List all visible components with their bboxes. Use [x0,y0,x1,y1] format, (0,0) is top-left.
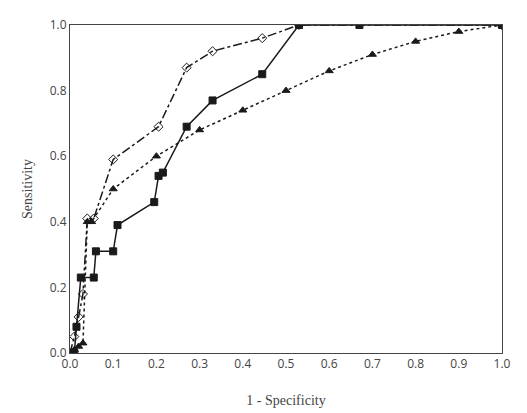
svg-text:0.6: 0.6 [50,147,67,164]
svg-text:1.0: 1.0 [494,355,511,372]
svg-text:0.4: 0.4 [50,213,67,230]
svg-text:0.1: 0.1 [105,355,122,372]
svg-text:1 - Specificity: 1 - Specificity [246,393,325,408]
svg-text:0.0: 0.0 [50,344,67,361]
svg-text:0.7: 0.7 [364,355,381,372]
svg-text:0.4: 0.4 [234,355,251,372]
svg-text:0.0: 0.0 [62,355,79,372]
svg-text:0.9: 0.9 [450,355,467,372]
svg-text:0.2: 0.2 [50,279,67,296]
svg-text:0.8: 0.8 [407,355,424,372]
svg-text:Sensitivity: Sensitivity [20,159,35,219]
svg-text:0.8: 0.8 [50,82,67,99]
svg-text:0.3: 0.3 [191,355,208,372]
svg-text:0.2: 0.2 [148,355,165,372]
svg-text:0.6: 0.6 [321,355,338,372]
svg-text:1.0: 1.0 [50,16,67,33]
svg-text:0.5: 0.5 [278,355,295,372]
